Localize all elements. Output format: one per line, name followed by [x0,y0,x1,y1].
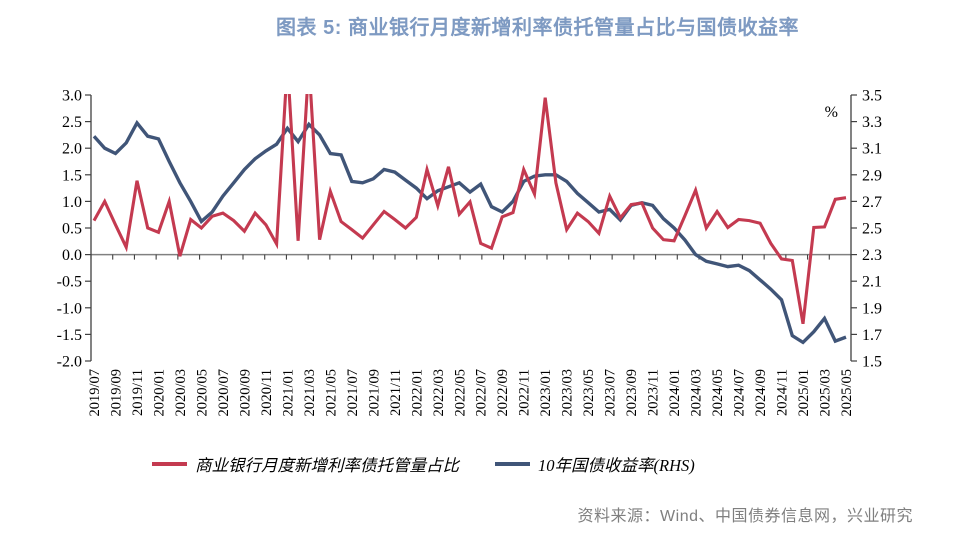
right-axis-tick-label: 1.7 [862,327,882,344]
x-axis-tick-label: 2022/11 [517,369,533,416]
x-axis-tick-label: 2024/03 [689,369,705,417]
x-axis-tick-label: 2023/09 [624,369,640,417]
left-axis-tick-label: 2.5 [62,114,82,131]
x-axis-tick-label: 2022/01 [409,369,425,417]
x-axis-tick-label: 2023/05 [581,369,597,417]
right-axis-tick-label: 2.5 [862,221,882,238]
x-axis-tick-label: 2025/01 [796,369,812,417]
legend-label-yield: 10年国债收益率(RHS) [538,456,695,475]
x-axis-tick-label: 2020/11 [259,369,275,416]
x-axis-tick-label: 2021/07 [345,369,361,417]
right-axis-tick-label: 1.5 [862,354,882,371]
x-axis-tick-label: 2021/09 [366,369,382,417]
legend-line-swatch-ratio [152,462,187,466]
x-axis-tick-label: 2022/07 [474,369,490,417]
left-axis-ticks: 3.0 2.5 2.0 1.5 1.0 0.5 0.0 -0.5 -1.0 -1.5 -2.0 [57,88,91,371]
right-axis-tick-label: 2.3 [862,247,882,264]
x-axis-tick-label: 2020/07 [216,369,232,417]
right-axis-tick-label: 3.5 [862,88,882,105]
left-axis-tick-label: 0.0 [62,247,82,264]
left-axis-tick-label: 1.0 [62,194,82,211]
left-axis-tick-label: -2.0 [57,354,82,371]
left-axis-tick-label: 1.5 [62,167,82,184]
right-axis-tick-label: 2.7 [862,194,882,211]
yield-series-line [92,119,847,345]
x-axis-tick-label: 2023/11 [646,369,662,416]
left-axis-tick-label: 0.5 [62,221,82,238]
x-axis-tick-label: 2023/07 [603,369,619,417]
ratio-series-line [92,94,847,325]
x-axis-labels: 2019/07 2019/09 2019/11 2020/01 2020/03 2020/… [87,369,855,417]
x-axis-tick-label: 2024/05 [710,369,726,417]
x-axis-tick-label: 2020/03 [173,369,189,417]
left-axis-tick-label: 2.0 [62,141,82,158]
x-axis-tick-label: 2022/05 [452,369,468,417]
right-axis-tick-label: 2.1 [862,274,882,291]
source-note: 资料来源：Wind、中国债券信息网，兴业研究 [577,508,913,525]
x-axis-tick-label: 2024/11 [775,369,791,416]
x-axis-tick-label: 2020/01 [151,369,167,417]
right-axis-ticks: 3.5 3.3 3.1 2.9 2.7 2.5 2.3 2.1 1.9 1.7 1.5 [851,88,882,371]
x-axis-tick-label: 2019/07 [87,369,103,417]
left-axis-tick-label: -1.5 [57,327,82,344]
left-axis-tick-label: -1.0 [57,300,82,317]
right-axis-tick-label: 3.3 [862,114,882,131]
chart-title: 图表 5: 商业银行月度新增利率债托管量占比与国债收益率 [276,17,799,39]
x-axis-tick-label: 2021/05 [323,369,339,417]
x-axis-tick-label: 2019/09 [108,369,124,417]
x-axis-tick-label: 2019/11 [130,369,146,416]
x-axis-tick-label: 2020/05 [194,369,210,417]
right-axis-tick-label: 1.9 [862,300,882,317]
right-axis-tick-label: 2.9 [862,167,882,184]
x-axis-tick-label: 2021/03 [302,369,318,417]
x-axis-tick-label: 2021/11 [388,369,404,416]
unit-label: % [825,104,838,121]
x-axis-tick-label: 2024/09 [753,369,769,417]
legend: 商业银行月度新增利率债托管量占比 10年国债收益率(RHS) [152,452,695,476]
legend-line-swatch-yield [495,462,530,466]
x-axis-tick-label: 2022/03 [431,369,447,417]
x-axis-tick-label: 2023/01 [538,369,554,417]
x-axis-tick-label: 2025/05 [839,369,855,417]
x-axis-tick-label: 2020/09 [237,369,253,417]
x-axis-tick-label: 2021/01 [280,369,296,417]
x-axis-tick-label: 2025/03 [818,369,834,417]
x-axis-tick-label: 2022/09 [495,369,511,417]
x-axis-tick-label: 2024/01 [667,369,683,417]
x-axis-tick-label: 2023/03 [560,369,576,417]
right-axis-tick-label: 3.1 [862,141,882,158]
legend-label-ratio: 商业银行月度新增利率债托管量占比 [195,456,459,475]
left-axis-tick-label: 3.0 [62,88,82,105]
x-axis-tick-label: 2024/07 [732,369,748,417]
left-axis-tick-label: -0.5 [57,274,82,291]
